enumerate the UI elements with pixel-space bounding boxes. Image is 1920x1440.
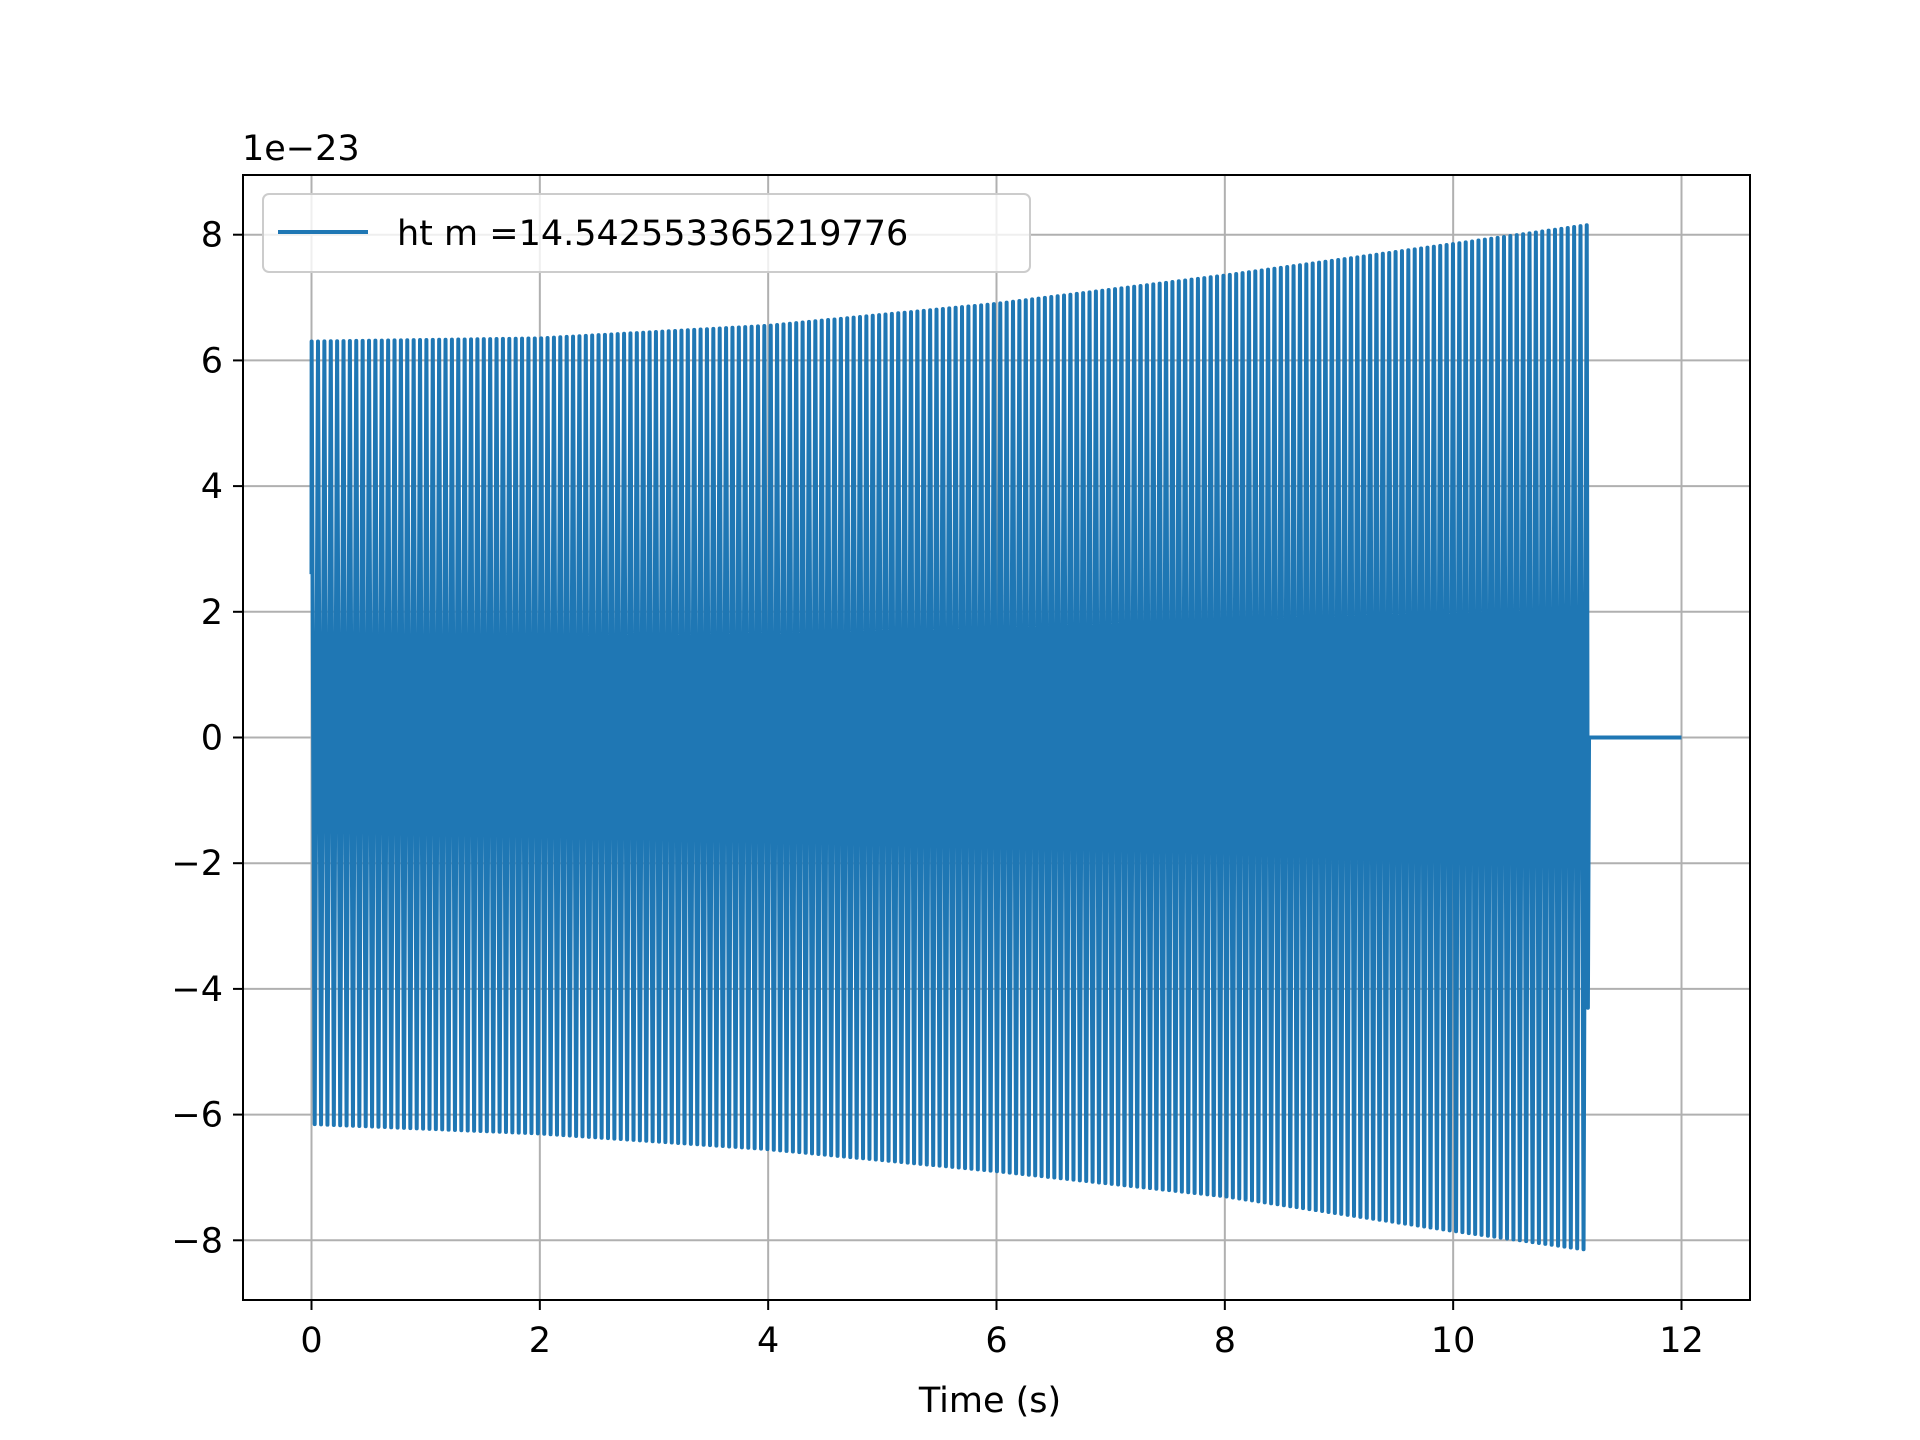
y-tick-label: 0: [201, 719, 223, 759]
legend-label: ht m =14.542553365219776: [397, 214, 908, 254]
y-offset-label: 1e−23: [242, 129, 360, 169]
x-tick-label: 12: [1659, 1321, 1704, 1361]
y-tick-label: 4: [201, 467, 223, 507]
y-tick-label: −6: [171, 1096, 223, 1136]
tick-marks: [233, 233, 1683, 1310]
y-tick-label: 6: [201, 341, 223, 381]
y-tick-label: −8: [171, 1221, 223, 1261]
x-tick-label: 0: [300, 1321, 322, 1361]
legend: ht m =14.542553365219776: [262, 193, 1031, 273]
x-tick-label: 6: [985, 1321, 1007, 1361]
plot-area: [309, 223, 1682, 1252]
tick-labels: 0 2 4 6 8 10 12 −8 −6 −4 −2 0 2 4 6 8: [171, 216, 1703, 1361]
y-tick-label: −4: [171, 970, 223, 1010]
x-tick-label: 8: [1214, 1321, 1236, 1361]
x-tick-label: 2: [529, 1321, 551, 1361]
y-tick-label: 8: [201, 216, 223, 256]
series-line-ht: [309, 223, 1682, 1252]
y-tick-label: 2: [201, 593, 223, 633]
legend-box: [262, 193, 1031, 273]
x-tick-label: 4: [757, 1321, 779, 1361]
x-tick-label: 10: [1431, 1321, 1476, 1361]
y-tick-label: −2: [171, 844, 223, 884]
x-axis-label: Time (s): [918, 1381, 1061, 1421]
